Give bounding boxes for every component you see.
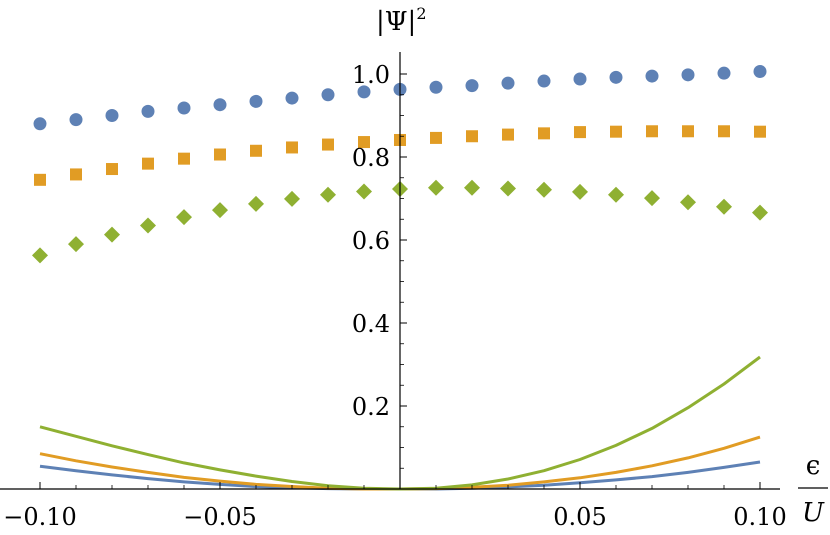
x-tick-label: −0.05 [183,503,257,531]
point-series-1-marker [537,74,551,88]
point-series-3-marker [644,190,660,207]
point-series-2-marker [718,125,730,138]
point-series-2-marker [286,141,298,154]
x-tick-label: 0.05 [553,503,606,531]
point-series-1-marker [69,113,83,127]
point-series-3-marker [608,186,624,203]
point-series-1-marker [465,79,479,93]
point-series-2-marker [178,152,190,165]
point-series-1-marker [177,101,191,115]
point-series-3-marker [716,198,732,215]
y-axis-label-base: |Ψ| [376,7,416,37]
point-series-2-marker [466,130,478,143]
point-series-1-marker [573,72,587,86]
point-series-3-marker [68,236,84,253]
y-axis-label-exponent: 2 [416,4,426,23]
point-series-2-marker [106,163,118,176]
y-tick-label: 0.8 [352,144,390,172]
point-series-1-marker [141,104,155,118]
point-series-2-marker [358,136,370,149]
point-series-2-marker [250,144,262,157]
point-series-3-marker [500,180,516,197]
point-series-1-marker [105,109,119,122]
point-series-1-marker [249,94,263,108]
point-series-3-marker [572,183,588,200]
point-series-1-marker [285,91,299,105]
point-series-2-marker [34,173,46,186]
point-series-3-marker [248,195,264,212]
point-series-3-marker [320,186,336,203]
point-series-3-marker [428,179,444,196]
point-series-2-marker [574,126,586,139]
point-series-2-marker [610,125,622,138]
point-series-3-marker [356,183,372,200]
point-series-2-marker [646,125,658,138]
point-layer [32,65,768,264]
point-series-3-marker [464,179,480,196]
point-series-3-marker [284,190,300,207]
y-ticks: 0.2 0.4 0.6 0.8 1.0 [352,61,407,469]
point-series-1-marker [501,76,515,90]
y-tick-label: 0.4 [352,310,390,338]
svg-text:|Ψ|2: |Ψ|2 [376,4,427,37]
point-series-1-marker [33,117,47,131]
point-series-3-marker [104,226,120,243]
point-series-2-marker [538,127,550,140]
point-series-1-marker [753,65,767,79]
point-series-2-marker [142,157,154,170]
x-axis-label-numerator: ϵ [806,451,821,481]
point-series-2-marker [322,138,334,151]
point-series-3-marker [680,194,696,211]
point-series-2-marker [502,128,514,141]
point-series-1-marker [321,88,335,102]
x-axis-label-denominator: U [802,498,825,528]
x-ticks: −0.10 −0.05 0.05 0.10 [3,482,787,531]
point-series-3-marker [140,217,156,234]
point-series-1-marker [717,66,731,80]
point-series-3-marker [536,181,552,198]
axes: −0.10 −0.05 0.05 0.10 0.2 0.4 0.6 0.8 1.0 [0,52,787,531]
y-tick-label: 1.0 [352,61,390,89]
point-series-1-marker [609,70,623,84]
y-tick-label: 0.2 [352,393,390,421]
point-series-1-marker [681,68,695,82]
point-series-3-marker [752,204,768,221]
x-axis-label: ϵ U [798,451,828,528]
point-series-2-marker [430,131,442,144]
y-axis-label: |Ψ|2 [376,4,427,37]
point-series-2-marker [214,148,226,161]
point-series-1-marker [357,85,371,99]
point-series-2-marker [682,125,694,138]
point-series-3-marker [212,202,228,219]
point-series-2-marker [70,168,82,181]
point-series-1-marker [213,98,227,112]
point-series-2-marker [754,125,766,138]
point-series-1-marker [429,80,443,94]
x-tick-label: −0.10 [3,503,77,531]
y-tick-label: 0.6 [352,227,390,255]
point-series-3-marker [32,247,48,264]
point-series-1-marker [645,69,659,83]
x-tick-label: 0.10 [733,503,786,531]
point-series-3-marker [176,209,192,226]
